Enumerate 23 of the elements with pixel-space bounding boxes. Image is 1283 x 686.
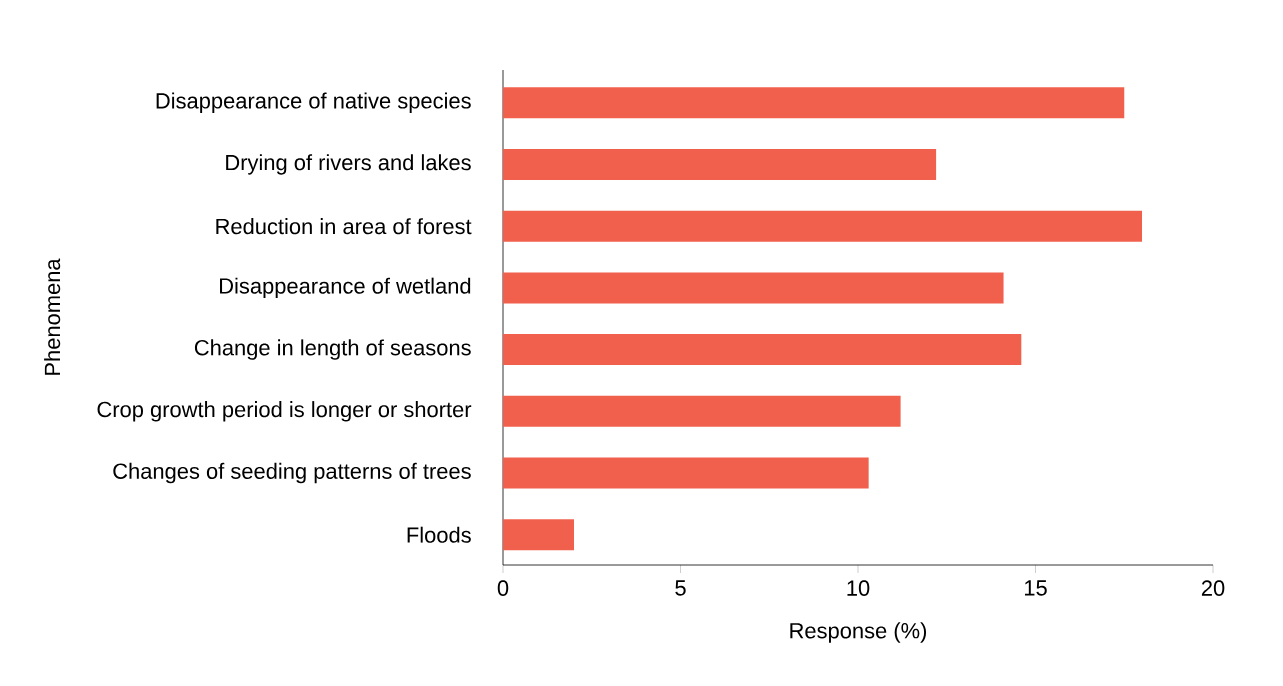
x-tick-label: 20	[1201, 580, 1225, 596]
bar	[503, 395, 901, 427]
x-tick-label: 0	[497, 580, 509, 596]
bar	[503, 519, 574, 551]
x-tick-label: 10	[847, 580, 870, 596]
x-axis-title: Response (%)	[790, 622, 927, 643]
bar	[503, 272, 1004, 304]
y-tick-label: Disappearance of wetland	[220, 277, 471, 299]
x-tick-label: 15	[1024, 580, 1047, 596]
y-tick-label: Disappearance of native species	[156, 92, 471, 113]
y-tick-label: Change in length of seasons	[194, 339, 471, 360]
y-tick-label: Changes of seeding patterns of trees	[113, 462, 471, 484]
x-tick-label: 5	[675, 580, 686, 596]
bar	[503, 210, 1143, 242]
bar	[503, 148, 937, 180]
y-tick-label: Reduction in area of forest	[216, 218, 472, 235]
y-tick-label: Drying of rivers and lakes	[226, 154, 471, 175]
y-tick-label: Crop growth period is longer or shorter	[97, 401, 472, 422]
bar	[503, 87, 1125, 119]
bar	[503, 334, 1022, 366]
bar	[503, 457, 869, 489]
y-tick-label: Floods	[407, 526, 471, 543]
y-axis-title: Phenomena	[44, 258, 61, 375]
